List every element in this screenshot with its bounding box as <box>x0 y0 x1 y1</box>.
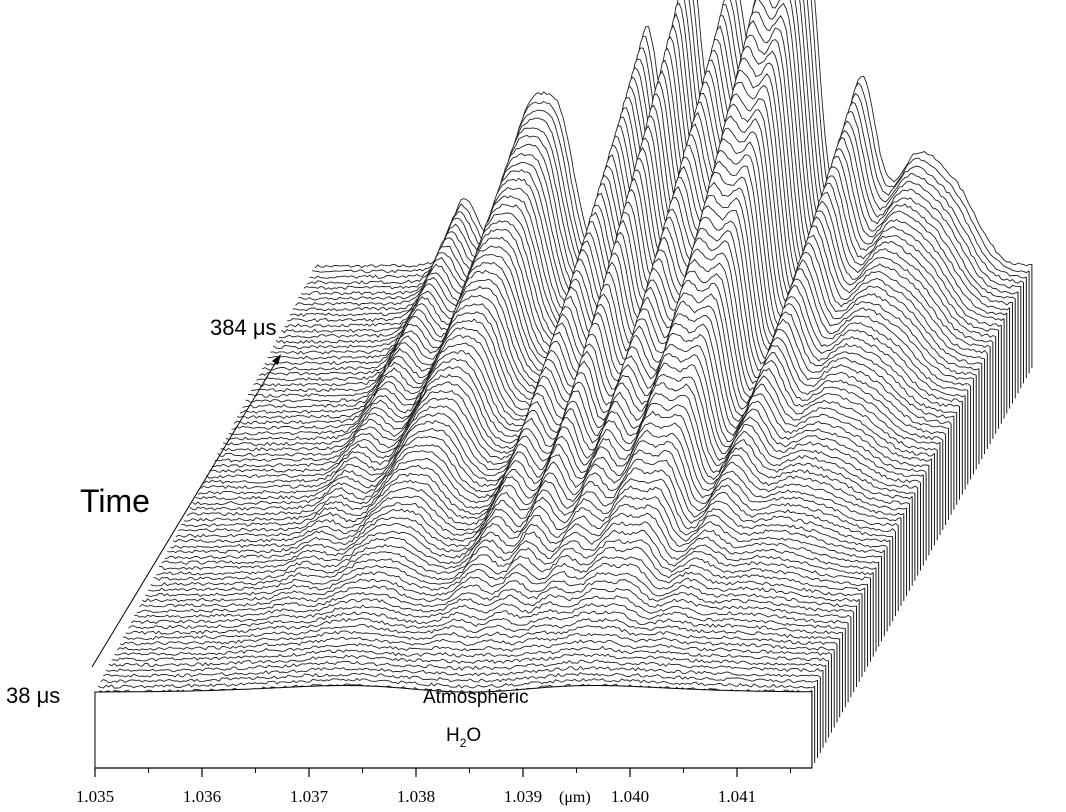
spectrum-line <box>100 672 818 684</box>
x-tick-label: 1.035 <box>76 787 114 806</box>
spectrum-line <box>153 529 871 581</box>
spectrum-line <box>150 539 868 587</box>
annotation-o: O <box>466 725 481 746</box>
spectrum-line <box>139 572 857 608</box>
spectrum-line <box>156 521 874 576</box>
spectrum-line <box>130 595 849 624</box>
spectrum-line <box>144 556 863 597</box>
spectrum-line <box>105 659 824 673</box>
spectrum-line <box>119 625 838 646</box>
x-tick-label: 1.039 <box>504 787 542 806</box>
annotation-sub: 2 <box>460 736 467 750</box>
x-tick-label: 1.040 <box>611 787 649 806</box>
spectrum-line <box>108 653 826 667</box>
spectrum-line <box>103 665 821 678</box>
spectrum-line <box>111 645 829 662</box>
spectrum-line <box>142 562 860 603</box>
spectrum-line <box>114 639 832 656</box>
spectrum-line <box>136 579 854 614</box>
spectrum-line <box>175 458 893 538</box>
time-arrow-line <box>91 361 277 668</box>
spectrum-line <box>147 546 866 592</box>
time-end-label: 384 μs <box>210 315 277 340</box>
spectrum-line <box>133 587 852 619</box>
front-face <box>94 685 813 769</box>
spectrum-line <box>164 495 882 560</box>
spectrum-line <box>170 478 888 549</box>
time-arrow-head <box>272 354 281 365</box>
time-label: Time <box>80 483 150 519</box>
spectrum-line <box>181 440 899 528</box>
front-block <box>94 685 813 769</box>
spectrum-line <box>159 512 877 571</box>
spectrum-line <box>161 503 879 565</box>
spectrum-line <box>167 485 885 554</box>
x-axis-ticks: 1.035 1.036 1.037 1.038 1.039 1.040 1.041 <box>76 767 812 806</box>
x-tick-label: 1.036 <box>183 787 221 806</box>
spectra-group <box>94 0 1033 768</box>
time-start-label: 38 μs <box>6 683 60 708</box>
spectrum-line <box>189 410 907 511</box>
x-tick-label: 1.038 <box>397 787 435 806</box>
spectrum-line <box>117 632 835 651</box>
spectrum-line <box>128 603 846 630</box>
x-unit-label: (μm) <box>559 789 591 806</box>
spectrum-line <box>122 618 840 641</box>
x-tick-label: 1.041 <box>718 787 756 806</box>
annotation-line-2: H2O <box>446 725 481 750</box>
x-tick-label: 1.037 <box>290 787 329 806</box>
spectrum-line <box>125 610 843 635</box>
spectrum-line <box>172 467 891 543</box>
annotation-line-1: Atmospheric <box>423 687 529 708</box>
annotation-h: H <box>446 725 460 746</box>
spectrum-line <box>97 677 815 689</box>
